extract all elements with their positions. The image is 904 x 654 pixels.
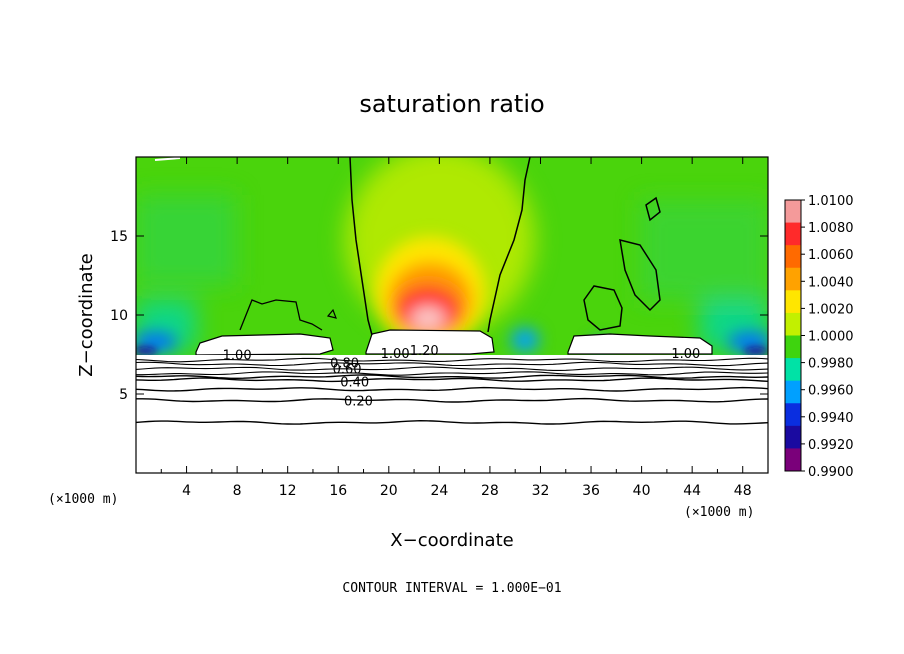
x-axis-label: X−coordinate [390,530,513,551]
colorbar-swatch [785,448,801,472]
contour-label: 0.80 [330,356,359,371]
x-tick-label: 4 [182,483,191,499]
contour-line [136,361,768,367]
contour-label-group: 1.00 1.00 1.001.200.800.600.400.20 [223,344,701,410]
contour-label: 0.60 [333,363,362,378]
x-tick-label: 28 [481,483,499,499]
colorbar: 1.0100 1.0080 1.0060 1.0040 1.0020 1.0000 0.99… [784,194,854,480]
contour-line [136,374,768,379]
colorbar-swatch [785,403,801,427]
colorbar-swatch [785,335,801,359]
y-axis: 5 10 15 [110,229,768,403]
colorbar-label: 0.9960 [808,384,854,399]
x-axis-unit-left: (×1000 m) [48,492,118,507]
x-tick-label: 24 [430,483,448,499]
contour-interval-note: CONTOUR INTERVAL = 1.000E−01 [342,581,561,596]
x-axis-unit-right: (×1000 m) [684,505,754,520]
x-tick-label: 36 [582,483,600,499]
colorbar-label: 0.9900 [808,465,854,480]
x-tick-label: 12 [279,483,297,499]
colorbar-swatch [785,312,801,336]
contour-label: 1.00 [223,349,252,364]
contour-line [136,397,768,403]
contour-line [136,419,768,425]
contour-label: 0.20 [344,394,373,409]
colorbar-swatch [785,267,801,291]
colorbar-swatch [785,290,801,314]
y-tick-label: 10 [110,308,128,324]
y-tick-label: 15 [110,229,128,245]
y-tick-label: 5 [119,387,128,403]
contour-label: 1.20 [410,344,439,359]
x-tick-label: 40 [633,483,651,499]
x-axis: 4 8 12 16 20 24 28 32 36 40 44 48 [160,157,752,499]
colorbar-swatch [785,425,801,449]
chart-title: saturation ratio [359,90,544,118]
contour-label: 1.00 [671,347,700,362]
colorbar-label: 0.9980 [808,357,854,372]
x-tick-label: 32 [532,483,550,499]
colorbar-swatch [785,380,801,404]
colorbar-swatch [785,200,801,224]
x-tick-label: 8 [233,483,242,499]
y-axis-label: Z−coordinate [76,253,97,376]
x-tick-label: 20 [380,483,398,499]
colorbar-swatch [785,222,801,246]
contour-label: 1.00 [381,347,410,362]
colorbar-label: 1.0100 [808,194,854,209]
x-tick-label: 48 [734,483,752,499]
contour-label: 0.40 [340,375,369,390]
contour-lines [136,357,768,425]
colorbar-label: 1.0020 [808,302,854,317]
colorbar-label: 0.9920 [808,438,854,453]
colorbar-label: 1.0040 [808,275,854,290]
x-tick-label: 44 [683,483,701,499]
colorbar-label: 0.9940 [808,411,854,426]
x-tick-label: 16 [329,483,347,499]
colorbar-swatch [785,358,801,382]
contour-line [136,357,768,363]
colorbar-label: 1.0080 [808,221,854,236]
colorbar-label: 1.0060 [808,248,854,263]
contour-line [136,386,768,392]
heatmap-field [136,157,768,473]
contour-line [136,366,768,371]
contour-line [136,377,768,383]
colorbar-swatch [785,245,801,269]
colorbar-label: 1.0000 [808,330,854,345]
contour-line [136,371,768,376]
